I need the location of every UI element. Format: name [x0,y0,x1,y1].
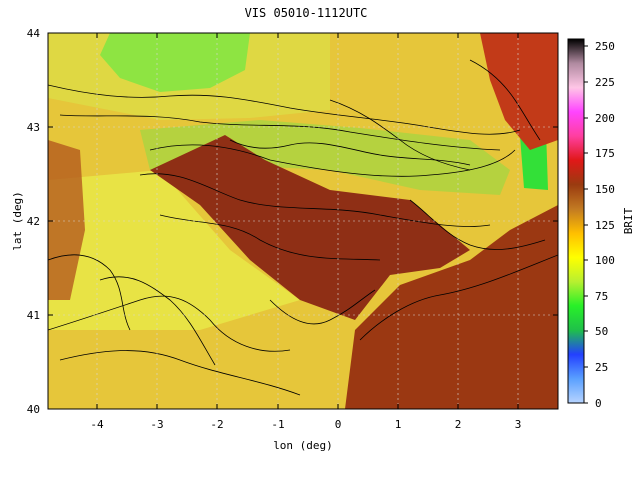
colorbar-bar [567,38,585,404]
x-tick-label: -2 [210,418,223,431]
colorbar-tick-label: 75 [595,290,608,303]
colorbar-ticks [584,45,588,404]
y-axis-label: lat (deg) [11,191,24,251]
contour-lines [48,59,558,396]
colorbar-tick-label: 175 [595,147,615,160]
colorbar-label: BRIT [622,207,635,234]
yellow-region-north [48,33,330,120]
colorbar-tick-label: 25 [595,361,608,374]
cloud-mass-ebro [150,135,470,320]
colorbar-tick-label: 100 [595,254,615,267]
colorbar-tick-label: 200 [595,112,615,125]
y-tick-label: 44 [27,27,41,40]
y-tick-label: 42 [27,215,40,228]
x-tick-label: 3 [515,418,522,431]
y-tick-label: 43 [27,121,40,134]
brown-edge-west [48,140,85,300]
y-tick-label: 41 [27,309,40,322]
plot-title: VIS 05010-1112UTC [245,6,368,20]
x-tick-marks [96,33,519,409]
colorbar-tick-label: 0 [595,397,602,410]
x-tick-label: 1 [395,418,402,431]
x-tick-label: -4 [90,418,104,431]
x-tick-label: -1 [271,418,284,431]
y-tick-marks [48,126,558,316]
x-tick-label: 2 [455,418,462,431]
colorbar-tick-label: 50 [595,325,608,338]
colorbar-tick-label: 125 [595,219,615,232]
y-tick-label: 40 [27,403,40,416]
colorbar-tick-label: 250 [595,40,615,53]
colorbar-tick-label: 225 [595,76,615,89]
x-axis: -4 -3 -2 -1 0 1 2 3 lon (deg) [90,33,521,452]
x-tick-label: -3 [150,418,163,431]
map-plot-area [48,33,558,409]
grid-lines [48,33,558,409]
colorbar: 0 25 50 75 100 125 150 175 200 225 250 B… [567,38,635,410]
colorbar-tick-label: 150 [595,183,615,196]
yellow-band-west [48,170,300,330]
y-axis: 40 41 42 43 44 lat (deg) [11,27,558,416]
x-axis-label: lon (deg) [273,439,333,452]
red-area-northeast [480,33,558,150]
x-tick-label: 0 [335,418,342,431]
